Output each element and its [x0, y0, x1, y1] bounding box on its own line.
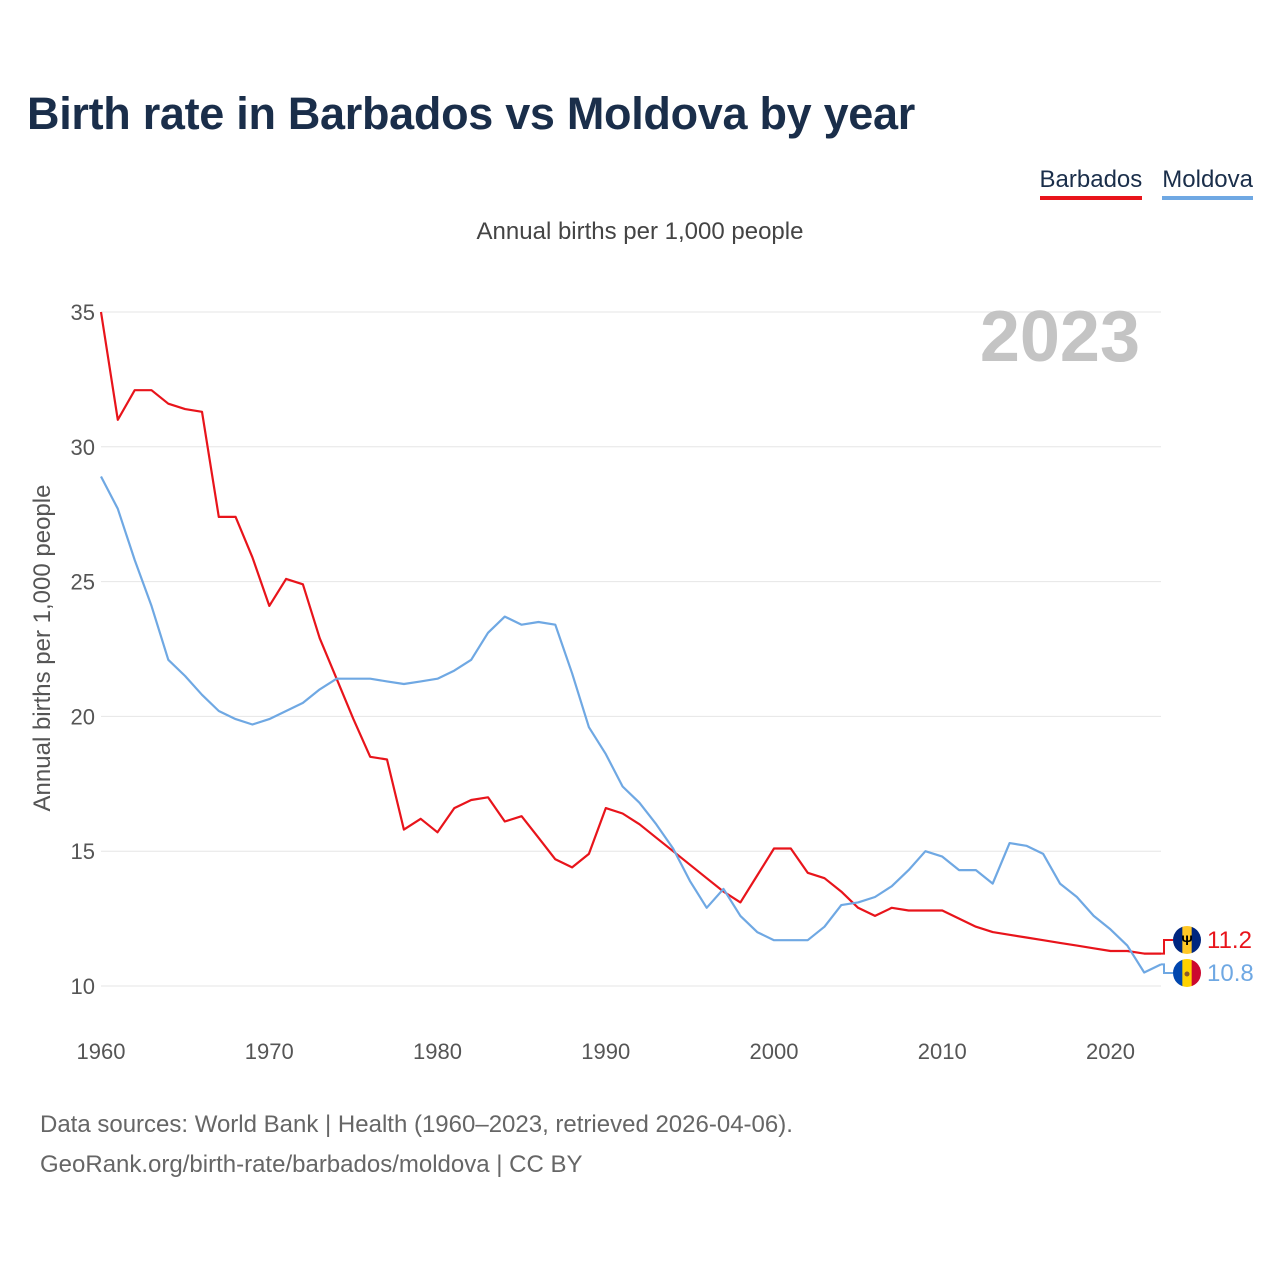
gridlines: [101, 311, 1161, 987]
series-line-moldova: [100, 475, 1162, 974]
trident-icon: Ψ: [1181, 932, 1192, 948]
end-connector: [1161, 939, 1173, 955]
x-axis-ticks: 1960 1970 1980 1990 2000 2010 2020: [77, 1039, 1135, 1064]
y-tick-label: 35: [71, 300, 95, 325]
y-tick-label: 20: [71, 704, 95, 729]
legend-item-barbados[interactable]: Barbados: [1039, 166, 1143, 200]
end-value-label-moldova: 10.8: [1207, 960, 1254, 987]
page-title: Birth rate in Barbados vs Moldova by yea…: [27, 88, 915, 139]
chart-subtitle: Annual births per 1,000 people: [476, 218, 804, 245]
x-tick-label: 1980: [413, 1039, 462, 1064]
coat-of-arms-icon: [1184, 971, 1190, 977]
year-stamp: 2023: [980, 297, 1140, 377]
x-tick-label: 1990: [581, 1039, 630, 1064]
series-lines: [99, 311, 1162, 974]
legend-item-moldova[interactable]: Moldova: [1162, 166, 1253, 200]
footer-credit[interactable]: GeoRank.org/birth-rate/barbados/moldova …: [40, 1151, 583, 1178]
y-axis-label: Annual births per 1,000 people: [29, 485, 56, 812]
end-value-label-barbados: 11.2: [1207, 927, 1252, 954]
y-tick-label: 15: [71, 839, 95, 864]
y-tick-label: 30: [71, 435, 95, 460]
end-connector: [1161, 963, 1173, 974]
line-chart: 10 15 20 25 30 35 1960 1970 1980 1990 2000 2010 202…: [29, 297, 1254, 1064]
y-tick-label: 10: [71, 974, 95, 999]
y-axis-ticks: 10 15 20 25 30 35: [71, 300, 95, 999]
footer-sources: Data sources: World Bank | Health (1960–…: [40, 1111, 793, 1138]
y-tick-label: 25: [71, 570, 95, 595]
x-tick-label: 2020: [1086, 1039, 1135, 1064]
legend: Barbados Moldova: [1039, 166, 1253, 200]
x-tick-label: 2000: [750, 1039, 799, 1064]
end-markers: Ψ 11.2 10.8: [1161, 926, 1254, 987]
series-line-barbados: [99, 311, 1161, 955]
x-tick-label: 2010: [918, 1039, 967, 1064]
footer: Data sources: World Bank | Health (1960–…: [40, 1105, 793, 1185]
barbados-flag-icon: Ψ: [1173, 926, 1201, 954]
x-tick-label: 1970: [245, 1039, 294, 1064]
x-tick-label: 1960: [77, 1039, 126, 1064]
moldova-flag-icon: [1173, 959, 1201, 987]
